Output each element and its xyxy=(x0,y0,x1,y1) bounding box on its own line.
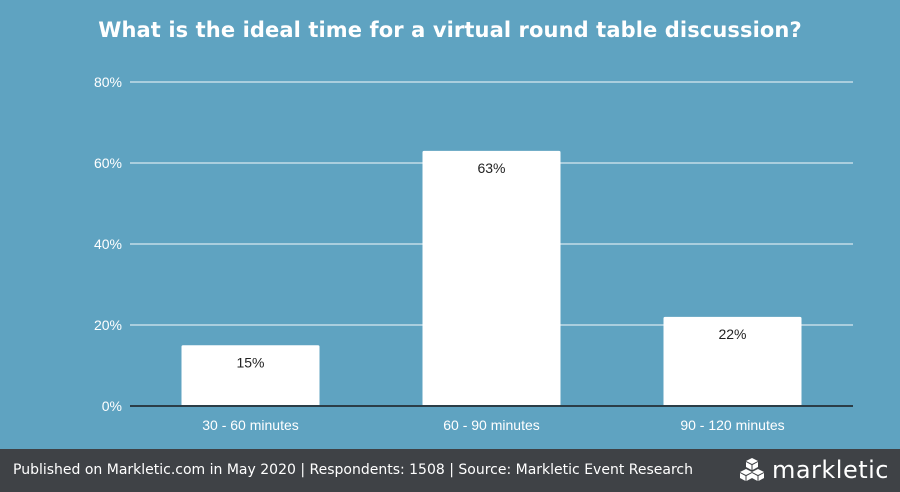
y-tick-label: 20% xyxy=(94,317,122,333)
footer-source-text: Published on Markletic.com in May 2020 |… xyxy=(13,462,693,478)
x-tick-label: 30 - 60 minutes xyxy=(202,417,299,433)
bar-value-label: 63% xyxy=(477,160,505,176)
bar xyxy=(663,316,802,406)
y-tick-label: 40% xyxy=(94,236,122,252)
brand-logo: markletic xyxy=(738,455,889,485)
y-tick-label: 60% xyxy=(94,155,122,171)
footer-bar: Published on Markletic.com in May 2020 |… xyxy=(0,449,900,492)
bar-value-label: 22% xyxy=(718,326,746,342)
bar xyxy=(422,150,561,406)
x-tick-label: 60 - 90 minutes xyxy=(443,417,540,433)
bar-value-label: 15% xyxy=(236,354,264,370)
y-tick-label: 80% xyxy=(94,74,122,90)
y-tick-label: 0% xyxy=(102,398,122,414)
bar-chart: 0% 20% 40% 60% 80% 15% 30 - 60 minutes 63% 60 - … xyxy=(94,74,853,433)
chart-title: What is the ideal time for a virtual rou… xyxy=(98,18,802,42)
bar xyxy=(181,345,320,406)
x-tick-label: 90 - 120 minutes xyxy=(680,417,784,433)
cubes-logo-icon xyxy=(739,458,764,481)
brand-name: markletic xyxy=(771,456,889,484)
